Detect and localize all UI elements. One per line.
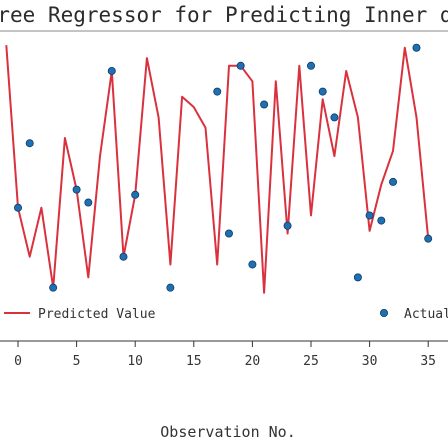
x-tick-label: 5 [73,354,81,369]
actual-point [365,211,374,220]
actual-point [424,234,433,243]
legend-predicted-label: Predicted Value [38,307,156,322]
actual-point [318,87,327,96]
legend-actual-swatch [379,308,388,317]
actual-point [72,185,81,194]
x-tick-label: 25 [303,354,319,369]
plot-area [5,43,433,294]
actual-point [412,43,421,52]
predicted-value-line [5,45,430,294]
actual-point [236,61,245,70]
x-tick-label: 10 [127,354,143,369]
actual-point [306,61,315,70]
actual-point [107,66,116,75]
actual-point [283,221,292,230]
x-axis-ticks: 0 5 10 15 20 25 30 35 [14,341,436,369]
actual-point [389,177,398,186]
x-tick-label: 20 [245,354,261,369]
actual-point [330,113,339,122]
x-tick-label: 15 [186,354,202,369]
actual-value-points [13,43,433,292]
actual-point [25,139,34,148]
x-tick-label: 0 [14,354,22,369]
x-tick-label: 35 [420,354,436,369]
actual-point [377,216,386,225]
actual-point [84,198,93,207]
actual-point [166,283,175,292]
actual-point [49,283,58,292]
actual-point [260,100,269,109]
legend-actual-label: Actual [404,307,448,322]
actual-point [213,87,222,96]
actual-point [13,203,22,212]
actual-point [353,273,362,282]
x-tick-label: 30 [362,354,378,369]
legend-box [0,299,448,327]
actual-point [131,190,140,199]
actual-point [119,252,128,261]
x-axis-label: Observation No. [160,423,295,441]
chart-title: Decision Tree Regressor for Predicting I… [0,3,448,27]
actual-point [224,229,233,238]
legend: Predicted Value Actual [0,299,448,327]
actual-point [248,260,257,269]
